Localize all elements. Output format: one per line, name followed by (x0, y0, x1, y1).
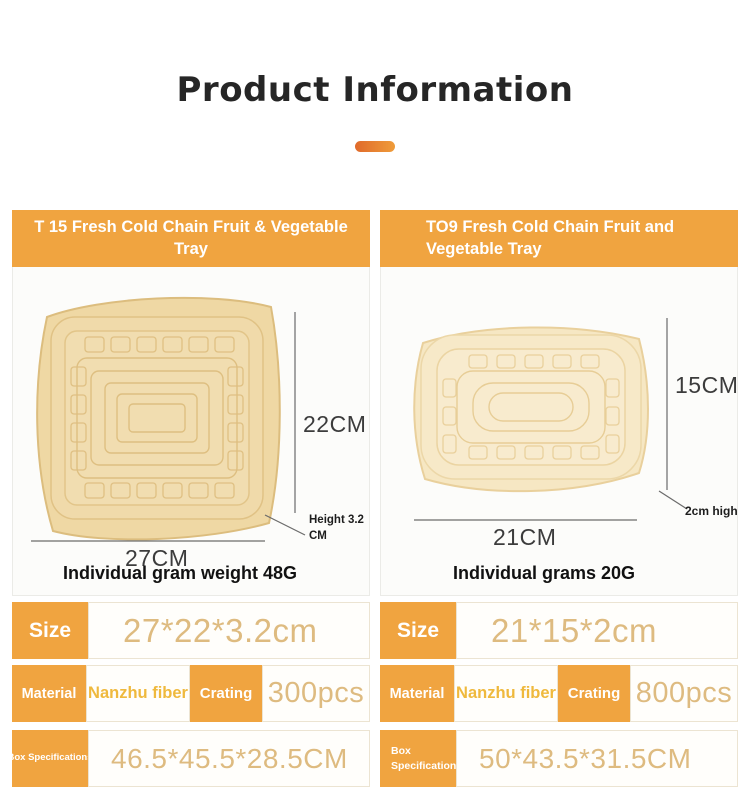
material-row: Material Nanzhu fiber Crating 800pcs (380, 665, 738, 722)
box-spec-value: 50*43.5*31.5CM (456, 730, 738, 787)
height-dimension-label: 15CM (675, 372, 739, 398)
material-value: Nanzhu fiber (86, 665, 190, 722)
title-accent-dash (355, 141, 395, 152)
crating-value: 300pcs (262, 665, 370, 722)
width-dimension-label: 27CM (125, 545, 189, 571)
size-label: Size (380, 602, 456, 659)
box-spec-label: Box Specifications (8, 730, 93, 787)
page-title: Product Information (176, 70, 574, 110)
material-label: Material (12, 665, 86, 722)
product-image-panel: 15CM 21CM 2cm high Individual grams 20G (380, 267, 738, 596)
depth-dimension-label: Height 3.2 CM (309, 514, 364, 542)
product-image-panel: 22CM 27CM Height 3.2 CM Individual gram … (12, 267, 370, 596)
box-spec-row: Box Specifications 46.5*45.5*28.5CM (8, 730, 370, 787)
size-row: Size 21*15*2cm (380, 602, 738, 659)
material-row: Material Nanzhu fiber Crating 300pcs (12, 665, 370, 722)
tray-illustration (36, 296, 281, 541)
box-spec-row: Box Specifications 50*43.5*31.5CM (380, 730, 738, 787)
size-value: 27*22*3.2cm (88, 602, 370, 659)
unit-weight-note: Individual grams 20G (453, 563, 636, 583)
dimension-lines (414, 318, 688, 521)
crating-label: Crating (558, 665, 630, 722)
crating-label: Crating (190, 665, 262, 722)
product-card-t15: T 15 Fresh Cold Chain Fruit & Vegetable … (8, 210, 370, 787)
crating-value: 800pcs (630, 665, 738, 722)
tray-illustration (413, 326, 649, 493)
material-value: Nanzhu fiber (454, 665, 558, 722)
unit-weight-note: Individual gram weight 48G (63, 563, 298, 583)
material-label: Material (380, 665, 454, 722)
size-value: 21*15*2cm (456, 602, 738, 659)
height-dimension-label: 22CM (303, 411, 367, 437)
product-card-to9: TO9 Fresh Cold Chain Fruit and Vegetable… (380, 210, 738, 787)
width-dimension-label: 21CM (493, 524, 557, 550)
dimension-lines (31, 312, 306, 542)
box-spec-value: 46.5*45.5*28.5CM (88, 730, 370, 787)
product-cards: T 15 Fresh Cold Chain Fruit & Vegetable … (8, 210, 738, 787)
depth-dimension-label: 2cm high (685, 504, 738, 518)
product-card-title: TO9 Fresh Cold Chain Fruit and Vegetable… (380, 210, 738, 267)
size-label: Size (12, 602, 88, 659)
box-spec-label: Box Specifications (380, 730, 462, 787)
product-card-title: T 15 Fresh Cold Chain Fruit & Vegetable … (12, 210, 370, 267)
size-row: Size 27*22*3.2cm (12, 602, 370, 659)
